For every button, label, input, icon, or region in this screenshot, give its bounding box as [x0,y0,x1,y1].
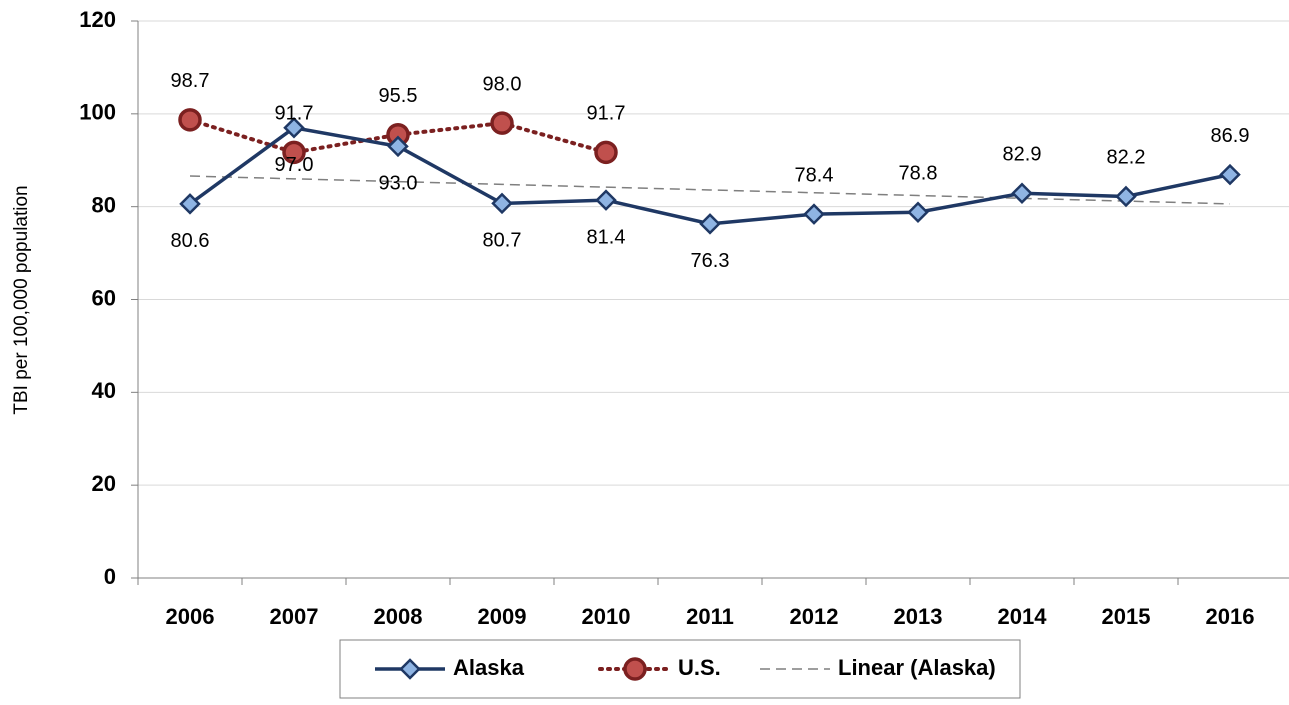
legend-marker [399,658,421,680]
data-label: 93.0 [379,173,418,195]
legend-label: Alaska [453,655,525,680]
y-tick-label: 0 [104,564,116,589]
data-label: 81.4 [587,226,626,248]
point [594,140,618,165]
x-tick-label: 2015 [1102,604,1151,629]
point [490,111,514,135]
data-label: 95.5 [379,85,418,107]
point [907,201,929,224]
x-tick-label: 2009 [478,604,527,629]
point [491,192,513,215]
x-tick-label: 2014 [998,604,1048,629]
data-label: 86.9 [1211,125,1250,147]
data-label: 98.0 [483,73,522,95]
point [1219,163,1241,186]
data-label: 78.8 [899,163,938,185]
x-tick-label: 2013 [894,604,943,629]
data-label: 91.7 [587,103,626,125]
y-tick-label: 120 [79,7,116,32]
legend-label: U.S. [678,655,721,680]
point [699,213,721,235]
x-tick-label: 2016 [1206,604,1255,629]
x-tick-label: 2011 [686,604,734,629]
data-label: 80.7 [483,230,522,252]
x-tick-label: 2006 [166,604,215,629]
y-axis-title: TBI per 100,000 population [11,185,32,414]
legend-box [339,639,1021,699]
data-label: 76.3 [691,250,730,272]
data-label: 98.7 [171,70,210,92]
data-label: 91.7 [275,103,314,125]
legend-label: Linear (Alaska) [838,655,996,680]
x-tick-label: 2010 [582,604,631,629]
series-line [189,175,1231,205]
point [1115,185,1137,208]
legend: Alaska U.S. Linear (Alaska) [339,639,1021,699]
point [178,108,202,132]
x-tick-label: 2008 [374,604,423,629]
point [595,189,617,211]
y-tick-label: 60 [92,285,116,310]
x-tick-label: 2007 [270,604,319,629]
data-label: 82.2 [1107,147,1146,169]
point [1011,182,1033,204]
y-tick-label: 80 [92,192,116,217]
data-label: 82.9 [1003,143,1042,165]
point [283,116,305,139]
legend-marker [623,657,647,681]
data-label: 97.0 [275,154,314,176]
point [387,135,409,158]
data-label: 78.4 [795,164,834,186]
y-tick-label: 40 [92,378,116,403]
data-label: 80.6 [171,230,210,252]
point [282,140,306,165]
y-tick-label: 20 [92,471,116,496]
x-tick-label: 2012 [790,604,839,629]
y-tick-label: 100 [79,100,116,125]
point [179,193,201,215]
point [803,203,825,225]
